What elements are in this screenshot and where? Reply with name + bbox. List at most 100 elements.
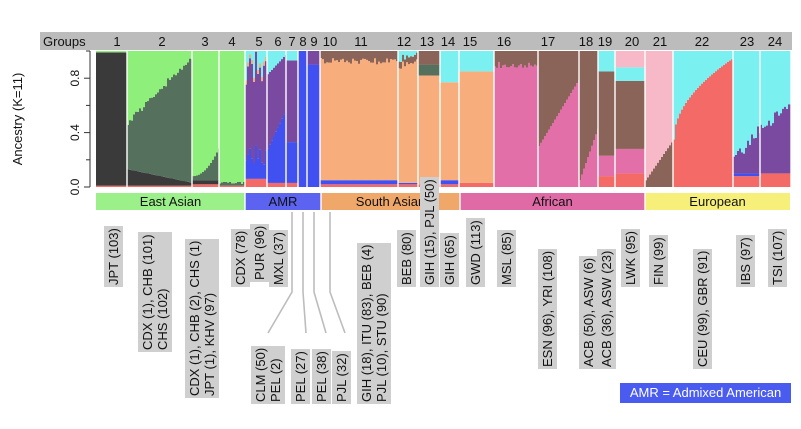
ancestry-segment — [332, 180, 335, 185]
ancestry-segment — [735, 176, 738, 187]
ancestry-segment — [574, 86, 577, 187]
ancestry-segment — [410, 63, 413, 183]
ancestry-segment — [292, 142, 295, 183]
ancestry-segment — [259, 149, 262, 179]
region-european — [645, 193, 790, 210]
ancestry-segment — [350, 63, 353, 181]
ancestry-segment — [540, 51, 543, 143]
ancestry-segment — [639, 173, 642, 187]
population-label-line: CDX (78) — [233, 230, 248, 285]
ancestry-segment — [687, 99, 690, 187]
leader-line — [313, 212, 327, 334]
ancestry-segment — [235, 51, 238, 184]
ancestry-segment — [442, 51, 445, 83]
ancestry-segment — [426, 64, 429, 76]
ancestry-segment — [428, 75, 431, 185]
ancestry-segment — [179, 180, 182, 186]
ancestry-segment — [348, 180, 351, 185]
group-number-21: 21 — [653, 34, 667, 49]
ancestry-segment — [342, 58, 345, 181]
ancestry-segment — [552, 51, 555, 123]
group-22 — [733, 51, 762, 187]
ancestry-segment — [376, 64, 379, 181]
ancestry-segment — [112, 52, 115, 186]
ancestry-segment — [536, 51, 539, 66]
group-4 — [219, 51, 246, 187]
ancestry-segment — [366, 59, 369, 181]
ancestry-segment — [237, 182, 240, 186]
ancestry-segment — [102, 51, 105, 53]
ancestry-segment — [679, 113, 682, 187]
ancestry-segment — [257, 178, 260, 187]
ancestry-segment — [223, 185, 226, 187]
ancestry-segment — [344, 180, 347, 185]
ancestry-segment — [564, 103, 567, 187]
ancestry-segment — [414, 184, 417, 187]
ancestry-segment — [745, 176, 748, 187]
group-number-10: 10 — [323, 34, 337, 49]
ancestry-segment — [145, 101, 148, 174]
ancestry-segment — [187, 51, 190, 63]
ancestry-segment — [245, 84, 248, 161]
ancestry-segment — [723, 64, 726, 187]
population-label: TSI (107) — [768, 228, 787, 287]
ancestry-segment — [354, 180, 357, 185]
ancestry-segment — [225, 185, 228, 187]
ancestry-segment — [330, 51, 333, 63]
ancestry-segment — [261, 51, 264, 78]
ancestry-segment — [707, 51, 710, 78]
ancestry-segment — [214, 184, 217, 187]
ancestry-segment — [271, 51, 274, 70]
ancestry-segment — [749, 144, 752, 174]
ancestry-segment — [412, 56, 415, 64]
ancestry-segment — [526, 51, 529, 68]
ancestry-segment — [733, 51, 736, 157]
ancestry-segment — [467, 71, 470, 183]
ancestry-segment — [263, 164, 266, 179]
ancestry-segment — [143, 107, 146, 173]
ancestry-segment — [376, 184, 379, 187]
ancestry-segment — [364, 184, 367, 187]
ancestry-segment — [587, 51, 590, 158]
ancestry-segment — [751, 51, 754, 135]
ancestry-segment — [161, 185, 164, 187]
ancestry-segment — [489, 51, 492, 72]
group-number-16: 16 — [497, 34, 511, 49]
ancestry-segment — [623, 80, 626, 149]
ancestry-segment — [442, 82, 445, 181]
ancestry-segment — [487, 71, 490, 183]
ancestry-segment — [200, 51, 203, 174]
ancestry-segment — [593, 51, 596, 141]
ancestry-segment — [151, 185, 154, 187]
group-number-3: 3 — [201, 34, 208, 49]
ancestry-segment — [376, 51, 379, 65]
ancestry-segment — [143, 51, 146, 108]
group-20 — [645, 51, 674, 187]
ancestry-segment — [364, 180, 367, 185]
ancestry-segment — [394, 180, 397, 185]
ancestry-segment — [390, 51, 393, 60]
ancestry-segment — [326, 180, 329, 185]
ancestry-segment — [204, 180, 207, 185]
ancestry-segment — [657, 51, 660, 163]
ancestry-segment — [110, 51, 113, 53]
ancestry-segment — [651, 51, 654, 172]
ancestry-segment — [214, 156, 217, 181]
ancestry-segment — [741, 152, 744, 174]
ancestry-segment — [313, 51, 316, 65]
ancestry-segment — [749, 176, 752, 187]
ancestry-segment — [583, 168, 586, 187]
ancestry-segment — [770, 51, 773, 126]
ancestry-segment — [721, 51, 724, 67]
ancestry-segment — [100, 52, 103, 186]
ancestry-segment — [380, 51, 383, 64]
ancestry-segment — [229, 51, 232, 182]
ancestry-segment — [368, 184, 371, 187]
ancestry-segment — [737, 51, 740, 151]
group-number-23: 23 — [740, 34, 754, 49]
ancestry-segment — [788, 51, 791, 105]
ancestry-segment — [354, 184, 357, 187]
ancestry-segment — [330, 180, 333, 185]
ancestry-segment — [192, 180, 195, 185]
ancestry-segment — [610, 176, 613, 187]
